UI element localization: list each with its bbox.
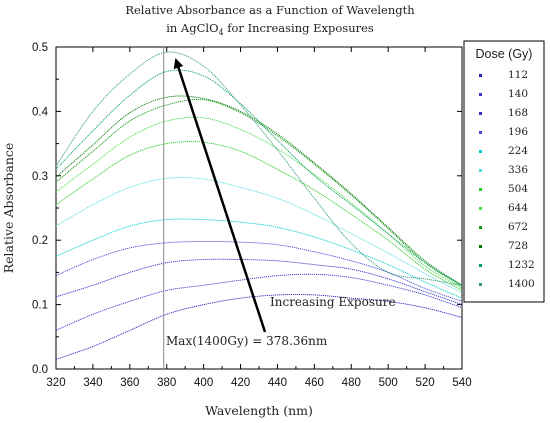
series-line-140 <box>55 273 463 331</box>
series-lines <box>55 51 463 360</box>
y-tick-label: 0.5 <box>32 42 48 54</box>
legend-marker-112 <box>479 74 482 77</box>
x-tick-label: 340 <box>83 377 102 389</box>
title-line2-prefix: in AgClO <box>166 21 218 35</box>
series-line-336 <box>55 177 463 294</box>
series-line-168 <box>55 258 463 306</box>
x-tick-label: 460 <box>305 377 324 389</box>
chart-title-line2: in AgClO4 for Increasing Exposures <box>166 21 374 37</box>
legend-label-196: 196 <box>508 126 528 138</box>
legend-label-140: 140 <box>508 88 528 100</box>
series-line-112 <box>55 294 463 360</box>
legend-marker-1232 <box>479 264 482 267</box>
y-tick-label: 0.0 <box>32 364 48 376</box>
legend-label-112: 112 <box>508 69 528 81</box>
axis-tick-labels: 320 340 360 380 400 420 440 460 480 500 520 540 0.0 0… <box>32 42 472 389</box>
series-line-1400 <box>55 51 463 286</box>
legend-marker-1400 <box>479 283 482 286</box>
legend-label-1400: 1400 <box>508 278 535 290</box>
x-tick-label: 380 <box>157 377 176 389</box>
legend-marker-224 <box>479 150 482 153</box>
legend-label-672: 672 <box>508 221 528 233</box>
x-axis-title: Wavelength (nm) <box>205 403 313 418</box>
legend-label-504: 504 <box>508 183 528 195</box>
x-tick-label: 500 <box>379 377 398 389</box>
series-line-728 <box>55 95 463 286</box>
legend-marker-504 <box>479 188 482 191</box>
legend-marker-336 <box>479 169 482 172</box>
series-line-644 <box>55 116 463 289</box>
legend-label-336: 336 <box>508 164 528 176</box>
legend-label-728: 728 <box>508 240 528 252</box>
plot-frame <box>55 46 463 370</box>
y-tick-label: 0.3 <box>32 171 48 183</box>
legend-label-224: 224 <box>508 145 528 157</box>
x-tick-label: 320 <box>46 377 65 389</box>
legend-label-168: 168 <box>508 107 528 119</box>
y-tick-label: 0.1 <box>32 300 48 312</box>
x-tick-label: 480 <box>342 377 361 389</box>
legend-marker-140 <box>479 93 482 96</box>
series-line-196 <box>55 241 463 302</box>
legend-items: 112 140 168 196 224 336 504 644 672 728 1232 1400 <box>479 69 535 290</box>
annotation-increasing-exposure: Increasing Exposure <box>270 295 396 309</box>
y-tick-label: 0.4 <box>32 106 49 118</box>
legend-marker-168 <box>479 112 482 115</box>
x-tick-label: 400 <box>194 377 213 389</box>
legend-label-1232: 1232 <box>508 259 535 271</box>
legend-marker-728 <box>479 245 482 248</box>
x-tick-label: 360 <box>120 377 139 389</box>
axis-ticks <box>55 46 463 370</box>
y-tick-label: 0.2 <box>32 235 48 247</box>
increasing-exposure-arrow <box>173 58 267 333</box>
legend-title: Dose (Gy) <box>476 47 533 61</box>
legend-marker-672 <box>479 226 482 229</box>
x-tick-label: 420 <box>231 377 250 389</box>
series-line-504 <box>55 141 463 291</box>
title-line2-sub: 4 <box>219 28 224 37</box>
series-line-672 <box>55 99 463 287</box>
title-line2-suffix: for Increasing Exposures <box>224 21 374 35</box>
annotation-max-wavelength: Max(1400Gy) = 378.36nm <box>166 334 328 348</box>
series-line-1232 <box>55 69 463 286</box>
legend-box <box>463 40 545 303</box>
x-tick-label: 440 <box>268 377 287 389</box>
legend-marker-644 <box>479 207 482 210</box>
x-tick-label: 540 <box>452 377 471 389</box>
legend-label-644: 644 <box>508 202 528 214</box>
y-axis-title: Relative Absorbance <box>1 143 16 274</box>
legend-marker-196 <box>479 131 482 134</box>
chart-title-line1: Relative Absorbance as a Function of Wav… <box>125 3 415 17</box>
x-tick-label: 520 <box>415 377 434 389</box>
series-line-224 <box>55 218 463 299</box>
